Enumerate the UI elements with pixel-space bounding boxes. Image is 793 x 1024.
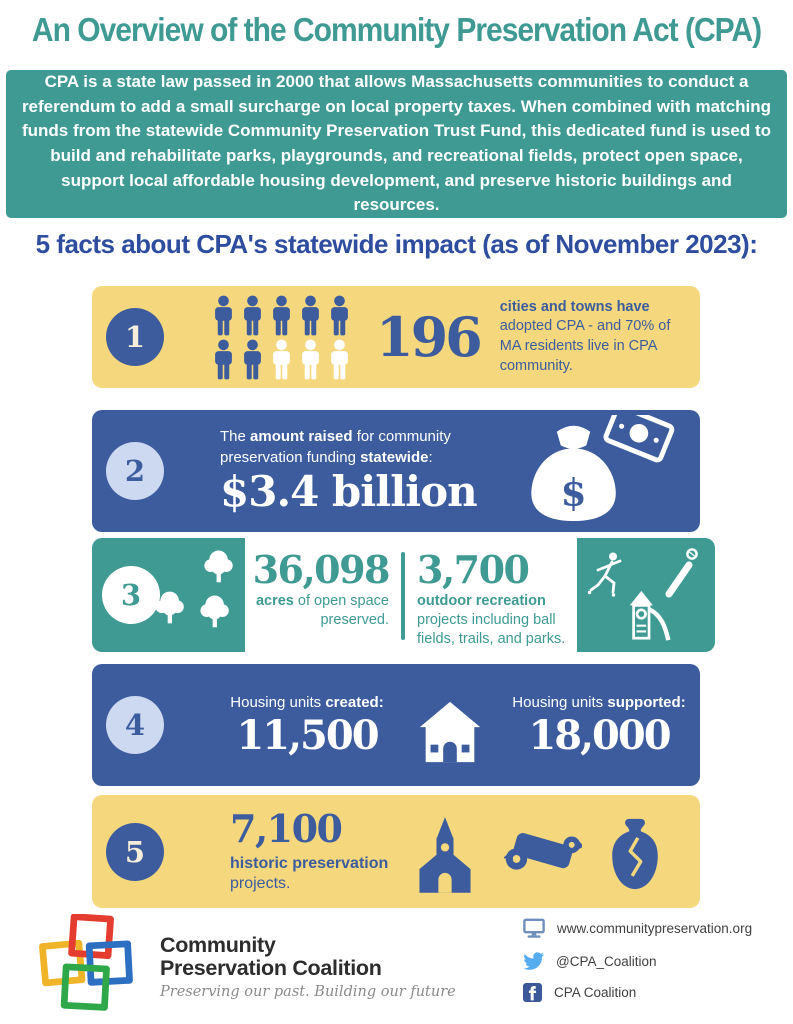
- baseball-bat-icon: [665, 548, 698, 598]
- website-icon: [523, 918, 545, 939]
- fact-1-number-badge: 1: [106, 308, 164, 366]
- svg-text:$: $: [561, 470, 587, 514]
- house-icon: [419, 701, 481, 763]
- fact-2-number-badge: 2: [106, 442, 164, 500]
- facebook-label: CPA Coalition: [554, 985, 637, 1000]
- fact-2-content: The amount raised for community preserva…: [220, 426, 478, 516]
- fact-5-description-rest: projects.: [230, 874, 291, 892]
- playground-slide-icon: [629, 590, 671, 641]
- fact-3-projects-text: outdoor recreation projects including ba…: [417, 593, 566, 647]
- intro-box: CPA is a state law passed in 2000 that a…: [6, 70, 787, 218]
- footer-links: www.communitypreservation.org @CPA_Coali…: [523, 918, 752, 1002]
- person-icon: [302, 295, 319, 335]
- twitter-link[interactable]: @CPA_Coalition: [523, 952, 752, 970]
- logo-squares-icon: [39, 914, 133, 1011]
- fact-5-number: 5: [124, 834, 146, 869]
- section-heading: 5 facts about CPA's statewide impact (as…: [35, 229, 758, 259]
- people-pictogram: [212, 295, 358, 380]
- skater-icon: [587, 552, 622, 597]
- fact-5-card: 5 7,100 historic preservation projects.: [92, 795, 700, 908]
- fact-5-content: 7,100 historic preservation projects.: [230, 805, 398, 894]
- fact-4-number-badge: 4: [106, 696, 164, 754]
- fact-3-acres-text: acres of open space preserved.: [255, 593, 389, 628]
- fact-2-card: 2 The amount raised for community preser…: [92, 403, 700, 532]
- website-label: www.communitypreservation.org: [557, 921, 753, 936]
- person-icon: [244, 295, 261, 335]
- facebook-link[interactable]: CPA Coalition: [523, 983, 752, 1002]
- logo-name-line1: Community: [160, 933, 276, 957]
- fact-1-description-bold: cities and towns have: [499, 298, 650, 315]
- facebook-icon: [523, 983, 542, 1002]
- fact-1-card: 1: [92, 286, 700, 388]
- fact-4-supported-label: Housing units supported:: [512, 694, 686, 711]
- logo-name-line2: Preservation Coalition: [160, 955, 382, 980]
- fact-4-created: Housing units created: 11,500: [218, 694, 396, 756]
- fact-3-number: 3: [120, 578, 142, 612]
- fact-5-number-badge: 5: [106, 822, 164, 881]
- trees-icon: [155, 550, 233, 628]
- fact-1-description-rest: adopted CPA - and 70% of MA residents li…: [499, 318, 671, 374]
- fact-4-created-stat: 11,500: [236, 712, 379, 759]
- historic-icons: [410, 814, 664, 894]
- historic-building-icon: [419, 816, 471, 893]
- fact-5-stat: 7,100: [230, 805, 343, 851]
- scroll-icon: [504, 832, 582, 870]
- person-icon: [215, 339, 232, 379]
- logo-text: Community Preservation Coalition Preserv…: [160, 934, 456, 1016]
- fact-3-number-badge: 3: [102, 566, 160, 624]
- footer: Community Preservation Coalition Preserv…: [0, 912, 793, 1020]
- fact-3-left-panel: 3: [92, 538, 245, 652]
- money-icons: $: [524, 403, 682, 528]
- money-bag-and-bills-icon: $: [531, 403, 675, 521]
- person-icon: [273, 295, 290, 335]
- person-icon: [331, 295, 348, 335]
- vertical-divider: [401, 552, 405, 640]
- intro-text: CPA is a state law passed in 2000 that a…: [21, 72, 772, 215]
- fact-3-stats-panel: 36,098 acres of open space preserved. 3,…: [245, 538, 577, 652]
- logo-tagline: Preserving our past. Building our future: [160, 984, 456, 1001]
- coalition-logo: Community Preservation Coalition Preserv…: [36, 914, 456, 1016]
- fact-3-recreation: 3,700 outdoor recreation projects includ…: [417, 551, 577, 649]
- person-icon: [331, 339, 348, 379]
- person-icon: [302, 339, 319, 379]
- fact-2-description: The amount raised for community preserva…: [220, 427, 451, 466]
- fact-2-stat: $3.4 billion: [220, 466, 478, 516]
- fact-3-acres-stat: 36,098: [252, 547, 391, 592]
- twitter-icon: [523, 952, 544, 970]
- fact-3-projects-stat: 3,700: [417, 547, 530, 592]
- fact-3-right-panel: [577, 538, 715, 652]
- fact-1-description: cities and towns have adopted CPA - and …: [500, 298, 682, 377]
- fact-4-number: 4: [124, 708, 146, 742]
- person-icon: [244, 339, 261, 379]
- page-title: An Overview of the Community Preservatio…: [31, 12, 762, 49]
- cracked-vase-icon: [612, 818, 658, 889]
- fact-3-card: 3 36,098 acres of open space preserved.: [92, 538, 715, 652]
- website-link[interactable]: www.communitypreservation.org: [523, 918, 752, 939]
- fact-2-number: 2: [124, 454, 146, 488]
- fact-4-card: 4 Housing units created: 11,500 Housing …: [92, 664, 700, 786]
- twitter-label: @CPA_Coalition: [556, 953, 657, 969]
- fact-4-supported-stat: 18,000: [528, 712, 671, 759]
- fact-4-created-label: Housing units created:: [230, 694, 384, 711]
- fact-5-description-bold: historic preservation: [230, 854, 389, 872]
- fact-1-stat: 196: [376, 305, 483, 369]
- fact-1-number: 1: [124, 320, 146, 354]
- person-icon: [215, 295, 232, 335]
- person-icon: [273, 339, 290, 379]
- fact-3-open-space: 36,098 acres of open space preserved.: [249, 547, 391, 630]
- fact-4-supported: Housing units supported: 18,000: [504, 694, 694, 756]
